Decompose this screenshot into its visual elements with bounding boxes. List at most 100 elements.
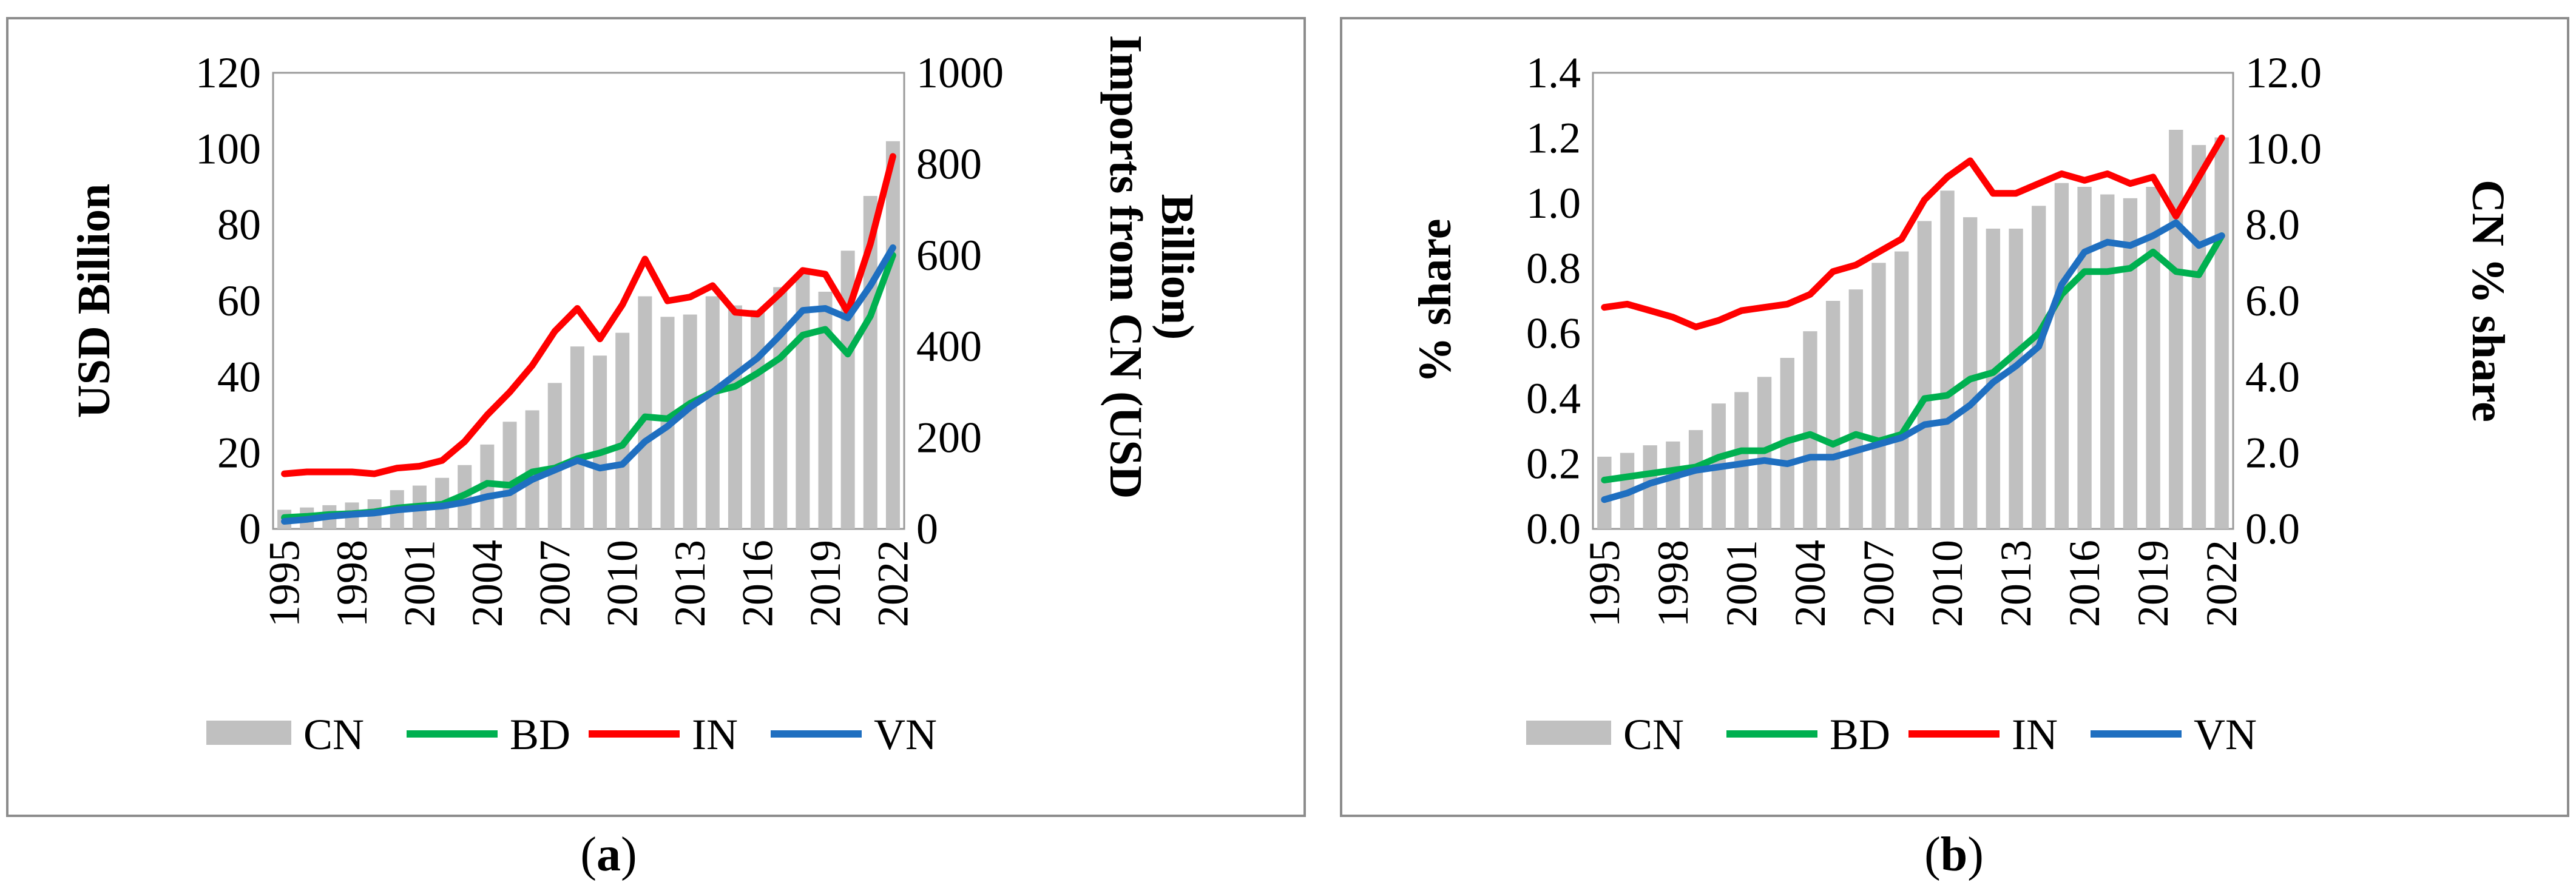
y-tick-label: 1.4 [1526,49,1581,97]
y2-axis-title-line2: Billion) [1152,194,1203,340]
bar-cn-1998 [1666,441,1680,529]
y2-tick-label: 2.0 [2245,429,2300,477]
y2-tick-label: 600 [916,231,982,280]
panel-a: 0 20 40 60 80 100 120 0 200 400 600 800 1000 1995 1998… [6,17,1306,881]
x-tick-label: 1998 [328,540,376,627]
bar-cn-2019 [2146,187,2160,529]
x-tick-label: 2013 [666,540,714,627]
bar-cn-2017 [2100,194,2115,529]
x-tick-label: 2004 [463,540,512,627]
bar-cn-2010 [615,332,630,529]
bar-cn-2015 [728,305,742,529]
bar-cn-2006 [1848,289,1863,529]
x-tick-label: 2010 [598,540,647,627]
line-in [1601,134,2225,331]
legend-label-in: IN [2012,710,2058,759]
bar-cn-2017 [773,287,788,529]
y-tick-label: 40 [217,352,261,401]
bar-cn-2008 [1894,251,1909,529]
bar-cn-1999 [1688,430,1703,529]
bar-cn-2022 [885,141,900,530]
y2-tick-label: 4.0 [2245,352,2300,401]
bar-cn-2013 [683,314,697,529]
y2-tick-label: 800 [916,140,982,188]
x-tick-label: 2019 [2129,540,2177,627]
bar-cn-2005 [1825,301,1841,529]
y-tick-label: 0.0 [1526,505,1581,553]
bar-cn-2008 [570,346,584,529]
legend-swatch-cn [206,721,291,745]
y-tick-label: 0 [239,505,261,553]
x-tick-label: 1995 [1580,540,1629,627]
y2-tick-label: 0 [916,505,938,553]
y2-tick-label: 10.0 [2245,124,2322,173]
y2-tick-label: 200 [916,414,982,462]
plot-area [1592,72,2234,530]
y2-tick-label: 400 [916,322,982,371]
plot-area [272,72,905,530]
line-vn [281,244,896,525]
bar-cn-2005 [502,422,517,529]
bar-cn-2010 [1940,190,1955,529]
panel-b: 0.0 0.2 0.4 0.6 0.8 1.0 1.2 1.4 0.0 2.0 4.0 6.0 8.0 1… [1340,17,2569,881]
y-tick-label: 80 [217,201,261,249]
y2-axis-title: CN % share [2463,180,2513,422]
y-tick-label: 0.8 [1526,244,1581,292]
x-tick-label: 2007 [530,540,579,627]
line-vn [1601,219,2225,503]
bar-cn-2007 [547,383,562,529]
y-axis-title: % share [1410,219,1461,383]
y-tick-label: 120 [195,49,261,97]
y-tick-label: 1.2 [1526,113,1581,162]
bar-cn-1997 [1643,445,1657,529]
bar-cn-2019 [818,291,833,529]
bar-cn-2009 [593,355,607,529]
panel-caption: (a) [580,828,637,881]
x-tick-label: 2022 [2197,540,2246,627]
panel-caption: (b) [1924,828,1984,881]
y2-tick-label: 0.0 [2245,505,2300,553]
y-tick-label: 0.2 [1526,440,1581,488]
bar-cn-2020 [2169,130,2183,529]
x-tick-label: 2007 [1854,540,1903,627]
y-tick-label: 0.6 [1526,309,1581,358]
x-tick-label: 2016 [734,540,782,627]
bar-cn-2004 [1803,331,1817,529]
legend-label-in: IN [692,710,738,759]
bar-cn-2022 [2214,137,2229,530]
legend-label-bd: BD [1830,710,1890,759]
x-tick-label: 2004 [1786,540,1834,627]
bar-cn-2015 [2054,183,2069,529]
y2-axis-title: Imports from CN (USD [1100,35,1151,499]
y2-tick-label: 1000 [916,49,1004,97]
y2-tick-label: 6.0 [2245,277,2300,325]
bar-cn-2011 [1963,217,1978,530]
y-tick-label: 0.4 [1526,374,1581,423]
bar-cn-2021 [2191,145,2206,530]
bar-cn-2007 [1871,263,1886,529]
y2-tick-label: 8.0 [2245,201,2300,249]
legend-label-vn: VN [2194,710,2257,759]
bar-cn-2011 [638,296,652,529]
x-tick-label: 2016 [2060,540,2109,627]
legend-label-cn: CN [303,710,364,759]
bar-cn-2016 [751,310,765,529]
y-tick-label: 60 [217,277,261,325]
bar-cn-2014 [705,296,720,529]
legend-label-cn: CN [1623,710,1684,759]
x-tick-label: 1998 [1649,540,1697,627]
bar-cn-2018 [2123,198,2138,529]
x-tick-label: 2022 [868,540,917,627]
x-tick-label: 2019 [801,540,850,627]
y-axis-title: USD Billion [69,184,120,418]
bar-cn-2013 [2009,228,2023,529]
x-tick-label: 2001 [1717,540,1766,627]
line-bd [1601,232,2225,483]
bar-cn-2009 [1917,221,1932,529]
legend-swatch-cn [1526,721,1611,745]
y-tick-label: 100 [195,124,261,173]
x-tick-label: 2013 [1992,540,2040,627]
line-in [281,153,896,477]
bar-cn-1995 [1597,456,1612,529]
